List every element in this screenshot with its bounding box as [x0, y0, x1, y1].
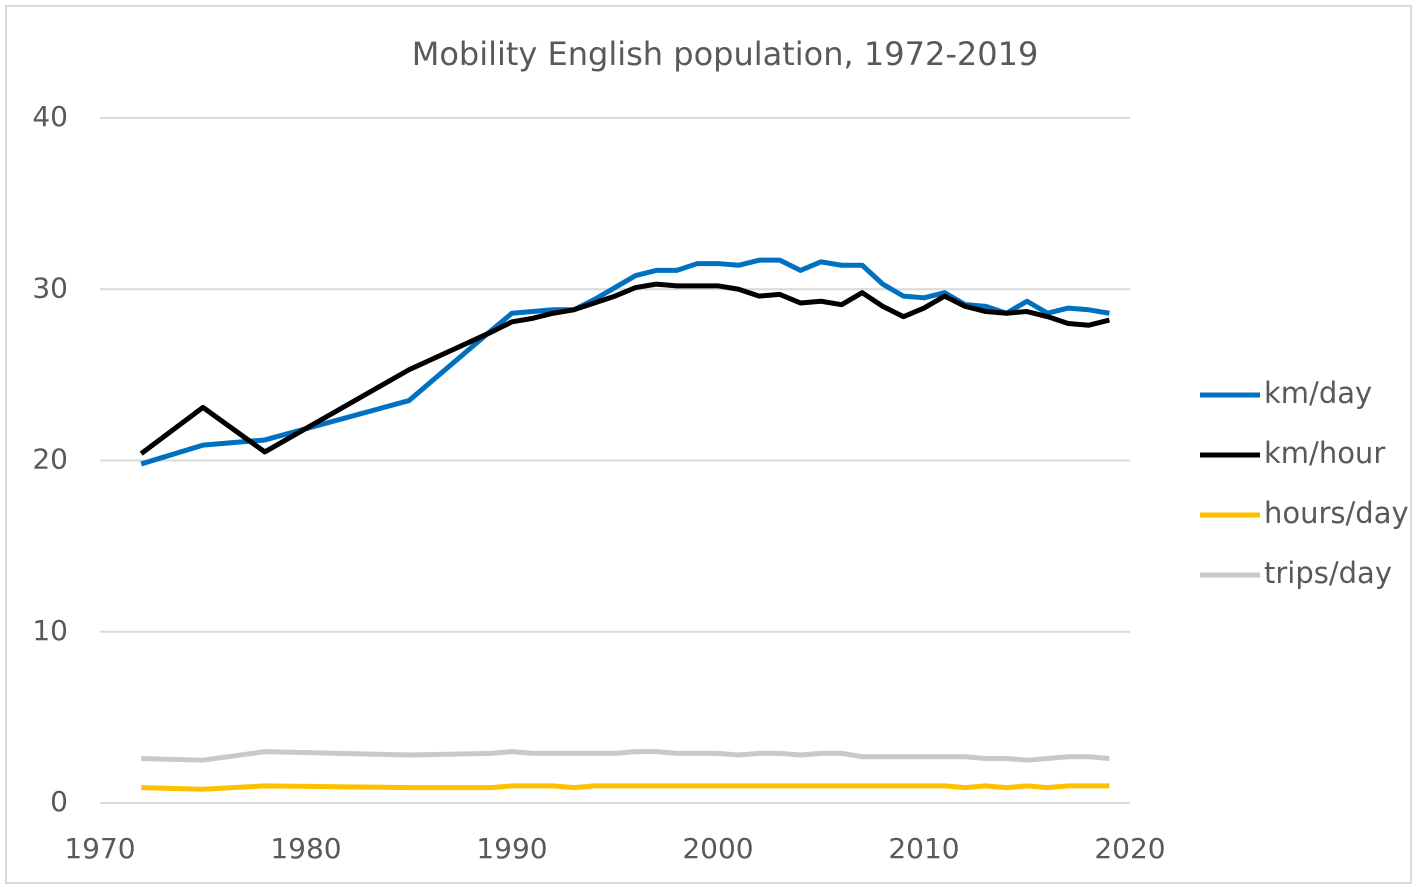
legend-label: hours/day: [1264, 496, 1409, 530]
series-line: [141, 749, 1110, 763]
legend-label: trips/day: [1264, 556, 1392, 590]
legend-label: km/day: [1264, 376, 1372, 410]
chart-title: Mobility English population, 1972-2019: [412, 35, 1039, 73]
x-tick-label: 2020: [1094, 832, 1165, 865]
y-tick-label: 20: [32, 443, 68, 476]
series-line: [141, 783, 1110, 792]
x-tick-label: 2000: [682, 832, 753, 865]
x-tick-label: 1970: [64, 832, 135, 865]
x-tick-label: 1980: [270, 832, 341, 865]
y-tick-label: 30: [32, 271, 68, 304]
y-tick-label: 0: [50, 785, 68, 818]
x-tick-label: 2010: [888, 832, 959, 865]
x-tick-label: 1990: [476, 832, 547, 865]
legend-label: km/hour: [1264, 436, 1385, 470]
series-line: [140, 257, 1110, 467]
y-tick-label: 40: [32, 100, 68, 133]
y-tick-label: 10: [32, 614, 68, 647]
series-line: [139, 281, 1111, 456]
